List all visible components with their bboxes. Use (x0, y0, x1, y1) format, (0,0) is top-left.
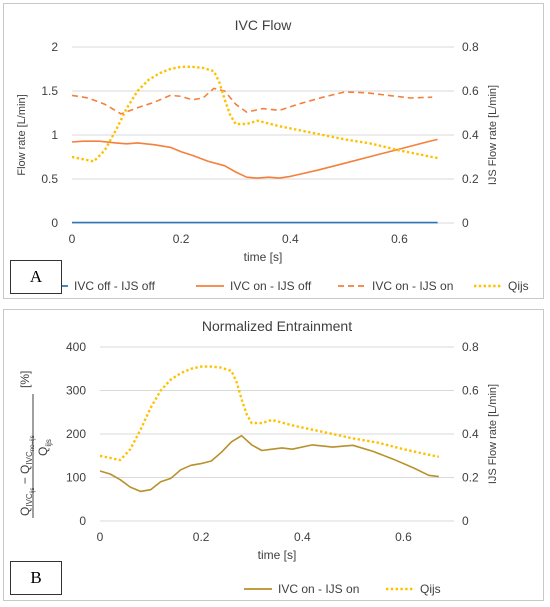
x-axis-label: time [s] (258, 548, 297, 562)
x-tick-label: 0.4 (294, 530, 311, 544)
x-tick-label: 0 (97, 530, 104, 544)
chart-title: IVC Flow (235, 17, 293, 33)
y-tick-label: 200 (66, 427, 86, 441)
series-line-3 (71, 87, 433, 115)
y2-tick-label: 0.6 (462, 84, 479, 98)
panel-label-b: B (10, 561, 62, 595)
y2-axis-label: IJS Flow rate [L/min] (487, 384, 499, 484)
y-tick-label: 0 (79, 514, 86, 528)
y-tick-label: 1.5 (41, 84, 58, 98)
x-axis-label: time [s] (244, 250, 283, 264)
y-tick-label: 0.5 (41, 172, 58, 186)
x-tick-label: 0.6 (395, 530, 412, 544)
y-tick-label: 1 (51, 128, 58, 142)
y2-tick-label: 0.2 (462, 172, 479, 186)
y2-tick-label: 0.2 (462, 471, 479, 485)
y2-tick-label: 0 (462, 216, 469, 230)
x-tick-label: 0.2 (193, 530, 210, 544)
y-axis-label: Flow rate [L/min] (16, 94, 28, 175)
normalized-entrainment-chart: Normalized Entrainment 0 100 200 300 400 0 0.2 0… (18, 318, 499, 596)
legend-label: Qijs (508, 279, 529, 293)
chart-title: Normalized Entrainment (202, 318, 352, 334)
y-tick-label: 300 (66, 384, 86, 398)
y-axis-label-denominator: Qijs (36, 439, 53, 456)
panel-label-a: A (10, 260, 62, 294)
series-line-2 (71, 138, 438, 179)
legend-label: IVC off - IJS off (74, 279, 156, 293)
legend-label: IVC on - IJS off (230, 279, 312, 293)
chart-panel-normalized-entrainment: Normalized Entrainment 0 100 200 300 400 0 0.2 0… (3, 309, 544, 601)
y2-tick-label: 0.4 (462, 427, 479, 441)
legend-label: Qijs (420, 582, 441, 596)
y2-tick-label: 0.8 (462, 40, 479, 54)
y-tick-label: 100 (66, 471, 86, 485)
y-axis-label-fraction: QIVCijs − QIVCno−ijsQijs[%] (18, 371, 53, 518)
y2-tick-label: 0.4 (462, 128, 479, 142)
y2-tick-label: 0.8 (462, 340, 479, 354)
x-tick-label: 0 (69, 232, 76, 246)
y-tick-label: 0 (51, 216, 58, 230)
series-line-2 (99, 365, 440, 462)
x-tick-label: 0.2 (173, 232, 190, 246)
ivc-flow-chart: IVC Flow 0 0.5 1 1.5 2 0 0.2 0.4 0.6 0.8 0 0.2 0.4 0.6… (16, 17, 529, 293)
y2-tick-label: 0 (462, 514, 469, 528)
series-line-1 (99, 434, 439, 493)
x-tick-label: 0.6 (391, 232, 408, 246)
series-line-4 (71, 65, 438, 163)
y-tick-label: 2 (51, 40, 58, 54)
chart-panel-ivc-flow: IVC Flow 0 0.5 1 1.5 2 0 0.2 0.4 0.6 0.8 0 0.2 0.4 0.6… (3, 3, 544, 299)
legend-label: IVC on - IJS on (278, 582, 359, 596)
x-tick-label: 0.4 (282, 232, 299, 246)
y-axis-label-unit: [%] (18, 371, 32, 388)
legend-label: IVC on - IJS on (372, 279, 453, 293)
y2-axis-label: IJS Flow rate [L/min] (487, 85, 499, 185)
y-tick-label: 400 (66, 340, 86, 354)
y2-tick-label: 0.6 (462, 384, 479, 398)
